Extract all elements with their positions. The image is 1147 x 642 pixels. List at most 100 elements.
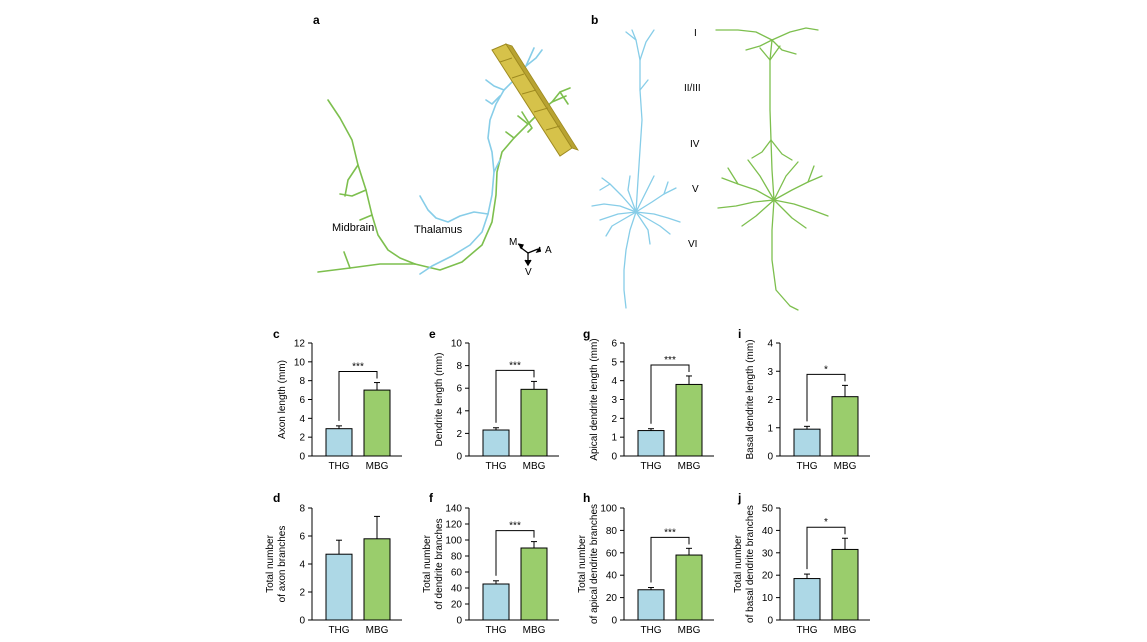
y-tick-label: 140 xyxy=(445,504,462,515)
layer-label-ii-iii: II/III xyxy=(684,83,701,94)
y-tick-label: 4 xyxy=(611,376,617,387)
panel-letter-j: j xyxy=(737,491,741,505)
y-tick-label: 2 xyxy=(611,414,617,425)
chart-panel-c: c 0 2 4 6 8 10 12 Axon length (mm) THG MBG *** xyxy=(273,327,402,472)
y-tick-label: 6 xyxy=(299,395,305,406)
y-tick-label: 60 xyxy=(451,568,463,579)
y-tick-label: 20 xyxy=(451,600,463,611)
y-tick-label: 0 xyxy=(767,616,773,627)
y-tick-label: 2 xyxy=(299,433,305,444)
panel-a: a xyxy=(313,13,579,278)
y-tick-label: 80 xyxy=(606,526,618,537)
bar-mbg xyxy=(363,389,391,457)
y-axis-label: of basal dendrite branches xyxy=(745,505,756,623)
orientation-m: M xyxy=(509,237,517,248)
x-tick-label: THG xyxy=(796,461,817,472)
y-axis-label: Apical dendrite length (mm) xyxy=(589,338,600,460)
panel-letter-f: f xyxy=(429,491,434,505)
x-tick-label: MBG xyxy=(834,461,857,472)
layer-label-iv: IV xyxy=(690,139,700,150)
significance-label: *** xyxy=(664,527,676,538)
y-tick-label: 30 xyxy=(762,548,774,559)
significance-label: *** xyxy=(352,362,364,373)
y-tick-label: 20 xyxy=(762,571,774,582)
significance-label: *** xyxy=(664,355,676,366)
layer-label-i: I xyxy=(694,28,697,39)
y-axis-label: of apical dendrite branches xyxy=(589,504,600,624)
y-axis-label: Basal dendrite length (mm) xyxy=(745,339,756,459)
orientation-a: A xyxy=(545,245,552,256)
panel-letter-d: d xyxy=(273,491,280,505)
significance-label: *** xyxy=(509,521,521,532)
y-tick-label: 1 xyxy=(611,433,617,444)
bar-thg xyxy=(637,589,665,621)
significance-bracket xyxy=(495,369,535,423)
bar-mbg xyxy=(831,396,859,457)
chart-panel-j: j 0 10 20 30 40 50 Total number of basal dendrit… xyxy=(733,491,870,636)
x-tick-label: THG xyxy=(328,461,349,472)
bar-thg xyxy=(793,578,821,621)
significance-bracket xyxy=(650,364,690,424)
bar-mbg xyxy=(520,388,548,457)
panel-letter-a: a xyxy=(313,13,320,27)
label-thalamus: Thalamus xyxy=(414,224,463,236)
orientation-v: V xyxy=(525,267,532,278)
y-axis-label: Axon length (mm) xyxy=(277,360,288,439)
y-tick-label: 4 xyxy=(767,339,773,350)
bar-mbg xyxy=(675,554,703,621)
y-tick-label: 0 xyxy=(456,452,462,463)
y-axis-label: Dendrite length (mm) xyxy=(434,353,445,447)
y-tick-label: 40 xyxy=(606,571,618,582)
panel-letter-i: i xyxy=(738,327,741,341)
y-tick-label: 100 xyxy=(600,504,617,515)
thg-neuron-trace-b xyxy=(591,29,681,309)
y-axis-label: Total number xyxy=(422,534,433,592)
bar-thg xyxy=(637,430,665,457)
y-tick-label: 40 xyxy=(451,584,463,595)
y-axis-label: of dendrite branches xyxy=(434,518,445,609)
y-tick-label: 4 xyxy=(299,414,305,425)
chart-panel-f: f 0 20 40 60 80 100 120 140 Total number of dendri… xyxy=(422,491,559,636)
y-tick-label: 2 xyxy=(767,395,773,406)
chart-panel-e: e 0 2 4 6 8 10 Dendrite length (mm) THG MBG *** xyxy=(429,327,559,472)
bar-thg xyxy=(325,428,353,457)
significance-label: * xyxy=(824,364,828,375)
y-tick-label: 10 xyxy=(762,593,774,604)
x-tick-label: THG xyxy=(485,461,506,472)
panel-letter-e: e xyxy=(429,327,436,341)
y-axis-label: Total number xyxy=(577,534,588,592)
y-tick-label: 3 xyxy=(611,395,617,406)
x-tick-label: MBG xyxy=(834,625,857,636)
panel-b: b xyxy=(591,13,829,311)
y-tick-label: 0 xyxy=(299,616,305,627)
y-tick-label: 120 xyxy=(445,520,462,531)
x-tick-label: THG xyxy=(640,461,661,472)
x-tick-label: MBG xyxy=(523,461,546,472)
y-tick-label: 20 xyxy=(606,593,618,604)
chart-panel-i: i 0 1 2 3 4 Basal dendrite length (mm) THG MBG * xyxy=(738,327,870,472)
x-tick-label: MBG xyxy=(523,625,546,636)
y-tick-label: 2 xyxy=(456,429,462,440)
panel-letter-c: c xyxy=(273,327,280,341)
y-tick-label: 0 xyxy=(456,616,462,627)
y-tick-label: 8 xyxy=(299,376,305,387)
y-axis-label: of axon branches xyxy=(277,526,288,603)
y-tick-label: 60 xyxy=(606,548,618,559)
mbg-neuron-trace-a xyxy=(317,87,571,273)
x-tick-label: MBG xyxy=(366,625,389,636)
bar-mbg xyxy=(831,548,859,621)
x-tick-label: MBG xyxy=(678,461,701,472)
bar-mbg xyxy=(675,383,703,457)
panel-letter-g: g xyxy=(583,327,590,341)
y-tick-label: 12 xyxy=(294,339,306,350)
label-midbrain: Midbrain xyxy=(332,222,374,234)
significance-bracket xyxy=(806,373,846,422)
layer-label-vi: VI xyxy=(688,239,697,250)
chart-panel-d: d 0 2 4 6 8 Total number of axon branches THG MBG xyxy=(265,491,402,636)
x-tick-label: THG xyxy=(796,625,817,636)
x-tick-label: THG xyxy=(640,625,661,636)
bar-thg xyxy=(325,553,353,621)
orientation-indicator xyxy=(517,243,542,267)
y-tick-label: 4 xyxy=(456,406,462,417)
